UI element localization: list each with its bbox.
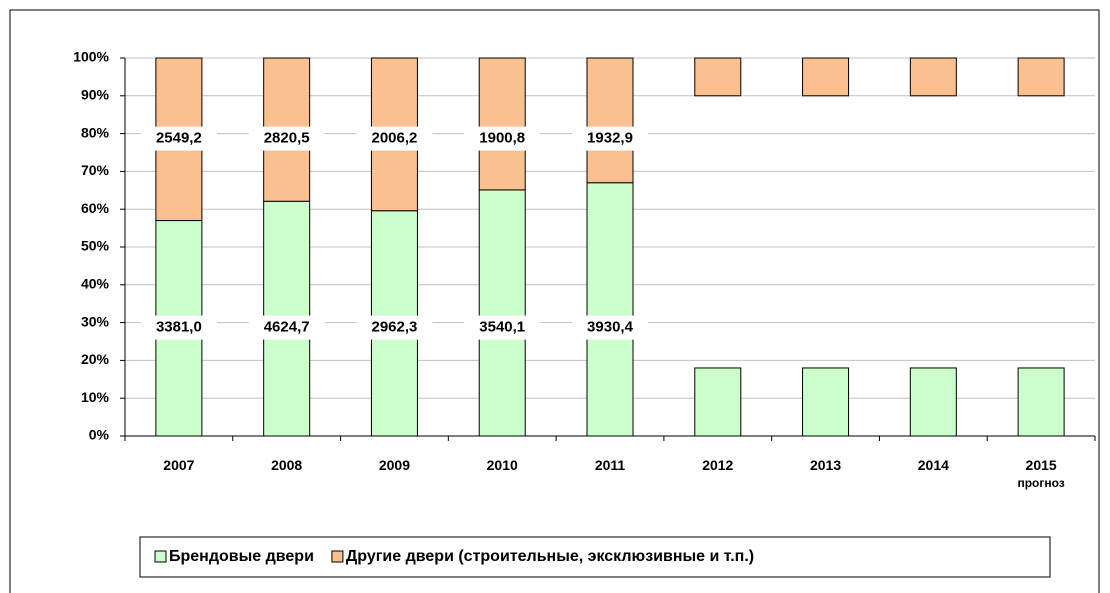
- bar-segment: [694, 367, 742, 437]
- x-tick-label: 2010: [487, 457, 518, 473]
- x-tick-label: 2015 прогноз: [1017, 457, 1064, 490]
- x-tick-label: 2014: [918, 457, 949, 473]
- data-label-bg: [248, 315, 325, 340]
- bar-segment: [694, 57, 742, 97]
- legend-label: Другие двери (строительные, эксклюзивные…: [346, 548, 754, 565]
- data-label-bg: [140, 126, 217, 151]
- legend-label: Брендовые двери: [169, 548, 314, 565]
- y-tick-label: 70%: [81, 162, 110, 178]
- data-label: 2549,2: [156, 130, 202, 147]
- bar-segment: [1017, 57, 1065, 97]
- bar-segment: [802, 57, 850, 97]
- bar-segment: [1017, 367, 1065, 437]
- data-label-bg: [464, 315, 541, 340]
- y-tick-label: 60%: [81, 200, 110, 216]
- legend-swatch: [154, 550, 167, 563]
- y-tick-label: 0%: [89, 427, 110, 443]
- data-label: 1932,9: [587, 130, 633, 147]
- x-tick-label: 2012: [702, 457, 733, 473]
- data-label-bg: [464, 126, 541, 151]
- bar-segment: [909, 57, 957, 97]
- data-label: 3930,4: [587, 319, 634, 336]
- data-label-bg: [572, 315, 648, 340]
- data-label: 2006,2: [371, 130, 417, 147]
- data-label: 2962,3: [371, 319, 417, 336]
- y-tick-label: 90%: [81, 87, 110, 103]
- bar-segment: [478, 189, 526, 437]
- data-label: 2820,5: [264, 130, 310, 147]
- bar-segment: [802, 367, 850, 437]
- y-tick-label: 40%: [81, 276, 110, 292]
- y-tick-label: 20%: [81, 351, 110, 367]
- bar-segment: [909, 367, 957, 437]
- legend-box: [139, 536, 1051, 578]
- x-tick-label: 2011: [595, 457, 626, 473]
- y-tick-label: 50%: [81, 238, 110, 254]
- y-tick-label: 100%: [73, 49, 109, 65]
- y-tick-label: 80%: [81, 124, 110, 140]
- bar-segment: [586, 182, 634, 437]
- bar-segment: [586, 57, 634, 184]
- bar-segment: [478, 57, 526, 191]
- data-label-bg: [140, 315, 217, 340]
- data-label: 1900,8: [479, 130, 525, 147]
- x-tick-label: 2009: [379, 457, 410, 473]
- data-label: 3381,0: [156, 319, 202, 336]
- x-tick-label: 2013: [810, 457, 841, 473]
- data-label-bg: [356, 126, 433, 151]
- x-tick-label: 2008: [271, 457, 302, 473]
- data-label: 3540,1: [479, 319, 525, 336]
- y-tick-label: 10%: [81, 389, 110, 405]
- y-tick-label: 30%: [81, 313, 110, 329]
- legend-swatch: [331, 550, 344, 563]
- data-label-bg: [356, 315, 433, 340]
- data-label-bg: [572, 126, 648, 151]
- x-tick-label: 2007: [163, 457, 194, 473]
- data-label-bg: [248, 126, 325, 151]
- data-label: 4624,7: [264, 319, 310, 336]
